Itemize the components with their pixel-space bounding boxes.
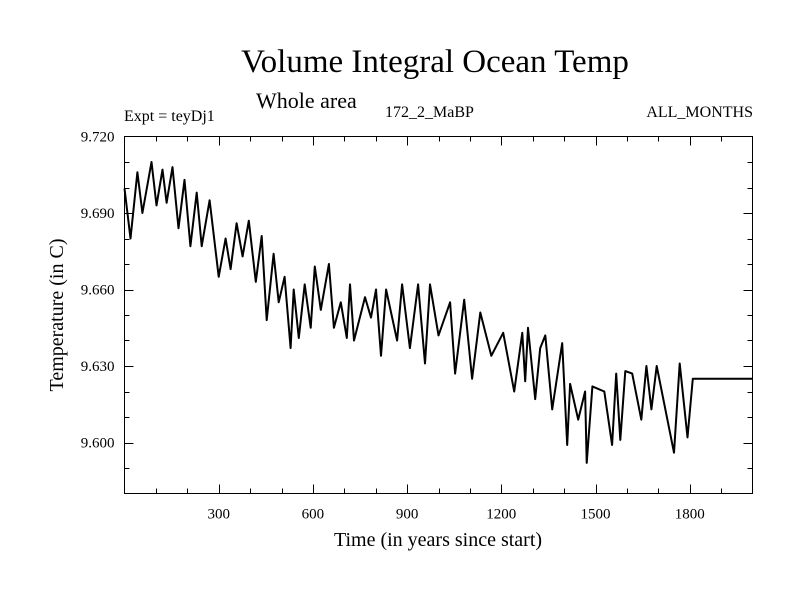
y-tick-label: 9.660 [81,283,115,299]
experiment-label: Expt = teyDj1 [124,108,215,125]
chart-subtitle: Whole area [256,88,357,113]
y-tick-label: 9.690 [81,206,115,222]
x-tick-label: 1200 [486,507,516,523]
plot-frame [124,136,753,494]
y-tick-label: 9.630 [81,359,115,375]
axis-ticks [124,136,753,494]
x-tick-label: 1500 [581,507,611,523]
x-tick-label: 300 [207,507,230,523]
y-tick-label: 9.720 [81,130,115,146]
x-tick-labels: 300 600 900 1200 1500 1800 [207,507,704,523]
x-tick-label: 600 [302,507,325,523]
y-axis-title: Temperature (in C) [46,239,68,392]
period-label: 172_2_MaBP [385,104,474,121]
temperature-series-line [123,161,753,464]
y-tick-labels: 9.720 9.690 9.660 9.630 9.600 [81,130,115,452]
x-tick-label: 900 [396,507,419,523]
y-tick-label: 9.600 [81,436,115,452]
x-tick-label: 1800 [675,507,705,523]
months-label: ALL_MONTHS [646,104,753,121]
x-axis-title: Time (in years since start) [334,529,542,551]
chart-title: Volume Integral Ocean Temp [241,44,629,80]
